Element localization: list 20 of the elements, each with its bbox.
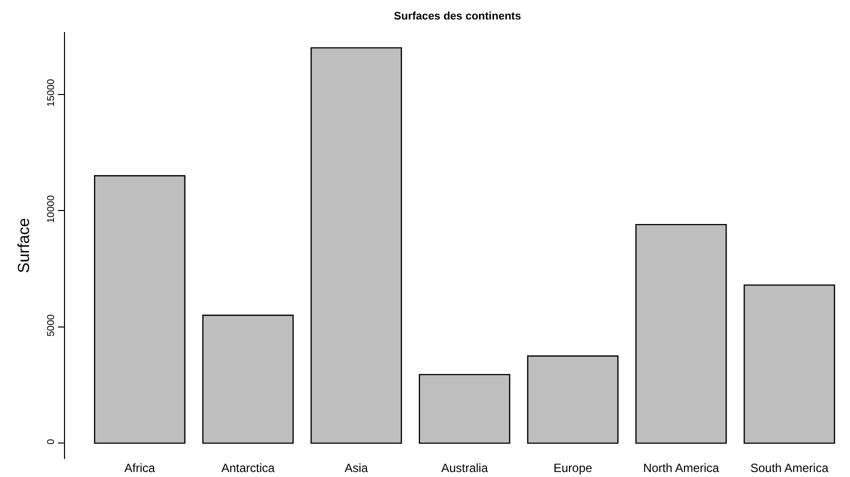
bar [527, 355, 619, 444]
bar [418, 374, 510, 444]
x-tick-label: North America [643, 461, 720, 475]
chart-title: Surfaces des continents [394, 10, 522, 23]
x-tick-label: Europe [553, 461, 592, 475]
y-tick-label: 15000 [46, 78, 57, 107]
bar [635, 224, 727, 444]
bar [744, 284, 836, 444]
x-tick-label: Africa [124, 461, 156, 475]
y-axis-title: Surface [16, 218, 33, 274]
bar [310, 47, 402, 444]
x-tick-label: South America [750, 461, 829, 475]
y-tick-label: 5000 [46, 314, 57, 337]
x-tick-label: Australia [441, 461, 488, 475]
bar [94, 175, 186, 444]
x-tick-label: Asia [344, 461, 368, 475]
bar [202, 314, 294, 444]
x-tick-label: Antarctica [221, 461, 275, 475]
y-tick-label: 10000 [46, 194, 57, 224]
y-tick-label: 0 [46, 438, 57, 444]
